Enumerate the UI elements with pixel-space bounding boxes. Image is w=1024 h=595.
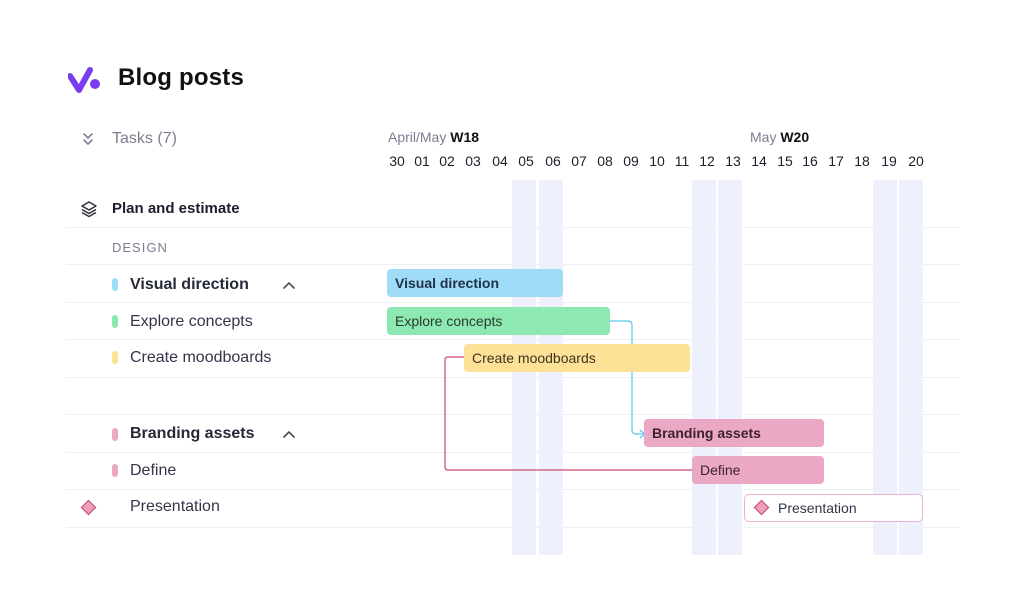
day-label: 10 — [649, 153, 665, 169]
color-chip — [112, 428, 118, 441]
diamond-milestone-icon — [80, 499, 97, 516]
day-label: 07 — [571, 153, 587, 169]
week-number: W20 — [780, 129, 810, 145]
day-label: 17 — [828, 153, 844, 169]
row-divider — [66, 302, 960, 303]
day-label: 13 — [725, 153, 741, 169]
chevron-up-icon[interactable] — [283, 281, 295, 289]
day-label: 11 — [674, 153, 690, 169]
row-divider — [66, 227, 960, 228]
color-chip — [112, 351, 118, 364]
color-chip — [112, 278, 118, 291]
task-create-moodboards[interactable]: Create moodboards — [130, 349, 272, 366]
gantt-milestone-presentation[interactable]: Presentation — [744, 494, 923, 522]
day-label: 19 — [881, 153, 897, 169]
day-label: 20 — [908, 153, 924, 169]
task-define[interactable]: Define — [130, 462, 177, 479]
gantt-bar-define[interactable]: Define — [692, 456, 824, 484]
tasks-count-label[interactable]: Tasks (7) — [112, 130, 177, 147]
gantt-bar-visual-direction[interactable]: Visual direction — [387, 269, 563, 297]
row-divider — [66, 264, 960, 265]
day-label: 08 — [597, 153, 613, 169]
week-number: W18 — [450, 129, 480, 145]
task-presentation[interactable]: Presentation — [130, 498, 220, 515]
day-label: 05 — [518, 153, 534, 169]
day-label: 30 — [389, 153, 405, 169]
row-divider — [66, 339, 960, 340]
weekend-column — [899, 180, 923, 555]
week-header-w18: April/May W18 — [388, 129, 479, 145]
day-label: 03 — [465, 153, 481, 169]
day-label: 15 — [777, 153, 793, 169]
gantt-bar-create-moodboards[interactable]: Create moodboards — [464, 344, 690, 372]
row-divider — [66, 377, 960, 378]
chevron-up-icon[interactable] — [283, 430, 295, 438]
day-label: 18 — [854, 153, 870, 169]
task-explore-concepts[interactable]: Explore concepts — [130, 313, 253, 330]
milestone-label: Presentation — [778, 500, 857, 516]
weekend-column — [692, 180, 716, 555]
week-header-w20: May W20 — [750, 129, 809, 145]
row-divider — [66, 489, 960, 490]
weekend-column — [718, 180, 742, 555]
task-visual-direction[interactable]: Visual direction — [130, 276, 249, 293]
diamond-milestone-icon — [753, 499, 770, 516]
section-design: DESIGN — [112, 240, 168, 255]
layers-icon — [81, 201, 97, 218]
row-divider — [66, 452, 960, 453]
day-label: 06 — [545, 153, 561, 169]
day-label: 09 — [623, 153, 639, 169]
day-label: 04 — [492, 153, 508, 169]
group-plan-and-estimate[interactable]: Plan and estimate — [112, 200, 240, 217]
double-chevron-down-icon[interactable] — [80, 131, 96, 147]
weekend-column — [873, 180, 897, 555]
week-month: May — [750, 129, 777, 145]
day-label: 01 — [414, 153, 430, 169]
task-branding-assets[interactable]: Branding assets — [130, 425, 255, 442]
logo-icon — [68, 67, 100, 93]
day-label: 02 — [439, 153, 455, 169]
day-label: 16 — [802, 153, 818, 169]
row-divider — [66, 414, 960, 415]
gantt-bar-explore-concepts[interactable]: Explore concepts — [387, 307, 610, 335]
row-divider — [66, 527, 960, 528]
color-chip — [112, 464, 118, 477]
gantt-bar-branding-assets[interactable]: Branding assets — [644, 419, 824, 447]
color-chip — [112, 315, 118, 328]
page-title: Blog posts — [118, 64, 244, 91]
day-label: 12 — [699, 153, 715, 169]
week-month: April/May — [388, 129, 447, 145]
day-label: 14 — [751, 153, 767, 169]
